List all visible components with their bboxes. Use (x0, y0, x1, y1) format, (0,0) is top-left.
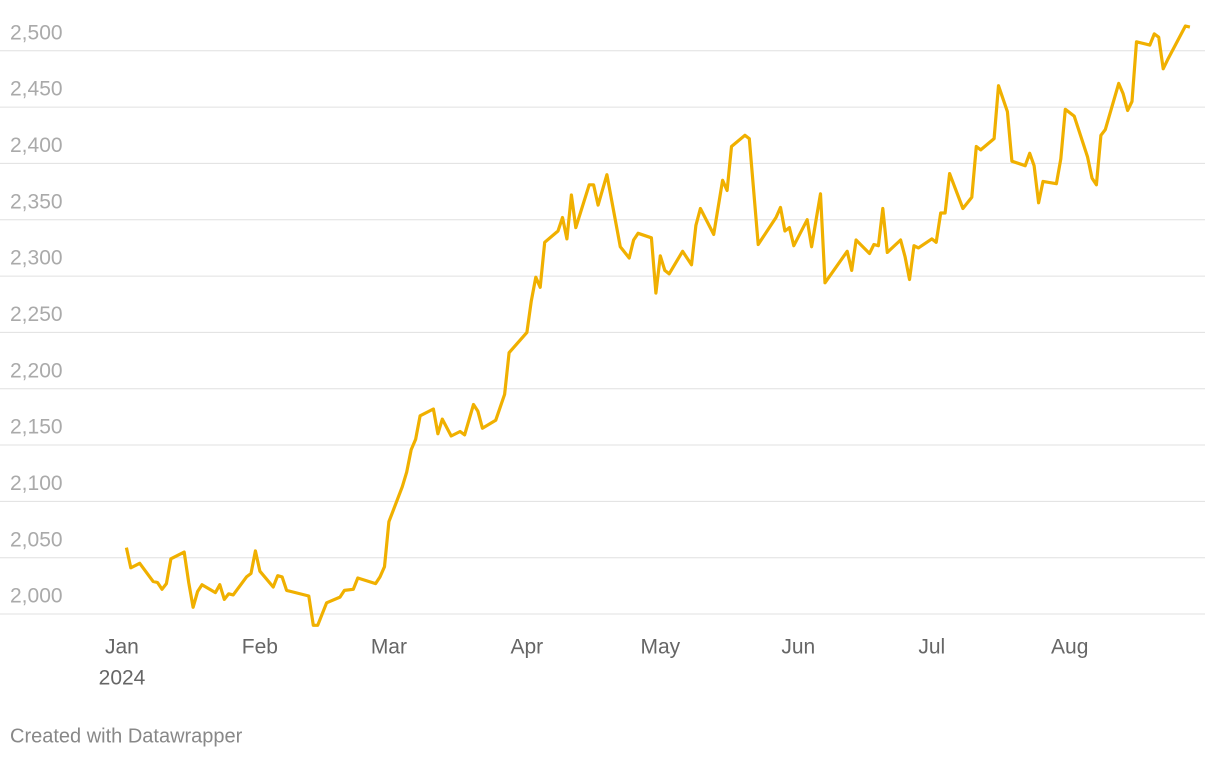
y-tick-label: 2,200 (10, 359, 63, 382)
y-tick-label: 2,400 (10, 134, 63, 157)
x-tick-label: Jul (918, 636, 945, 659)
x-tick-label: Aug (1051, 636, 1088, 659)
y-tick-label: 2,350 (10, 190, 63, 213)
x-tick-label: Apr (511, 636, 544, 659)
line (124, 24, 1191, 627)
x-tick-label: Jan (105, 636, 139, 659)
y-tick-label: 2,100 (10, 472, 63, 495)
y-tick-label: 2,250 (10, 303, 63, 326)
y-tick-label: 2,300 (10, 247, 63, 270)
x-tick-label: Mar (371, 636, 407, 659)
y-tick-label: 2,050 (10, 528, 63, 551)
x-year-label: 2024 (99, 667, 146, 690)
y-tick-label: 2,150 (10, 416, 63, 439)
x-tick-label: May (641, 636, 681, 659)
x-tick-label: Feb (242, 636, 278, 659)
y-tick-label: 2,000 (10, 585, 63, 608)
footer: Created with Datawrapper (10, 725, 243, 747)
y-tick-label: 2,500 (10, 21, 63, 44)
y-tick-label: 2,450 (10, 78, 63, 101)
x-tick-label: Jun (781, 636, 815, 659)
